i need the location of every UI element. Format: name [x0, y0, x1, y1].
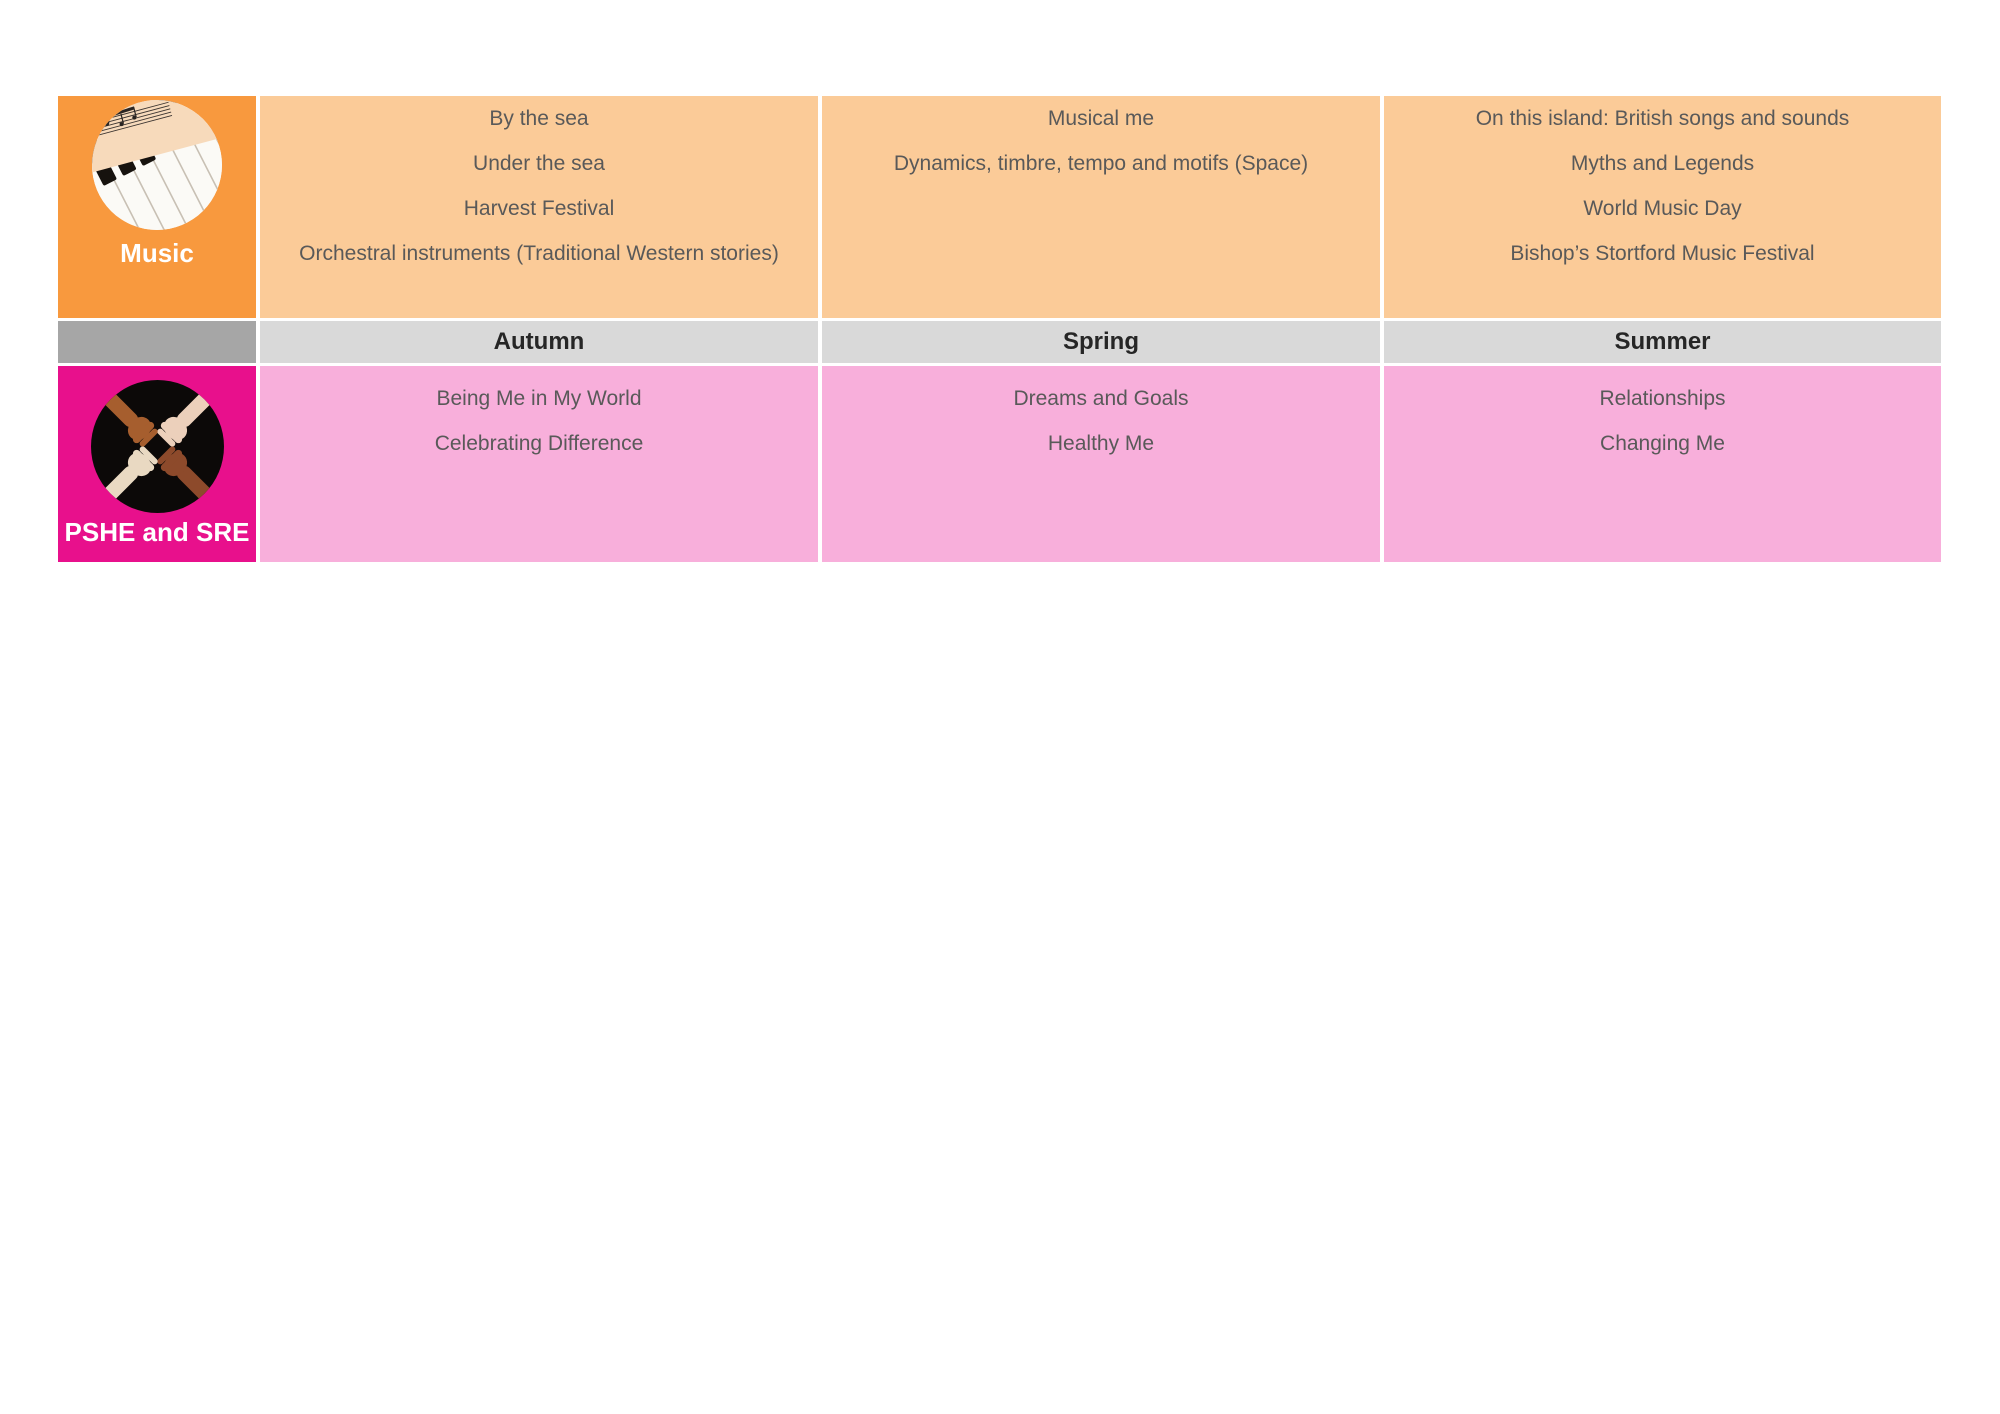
hands-gripping-wrists-icon [90, 380, 224, 513]
curriculum-table: Music By the sea Under the sea Harvest F… [58, 96, 1941, 562]
music-autumn-cell: By the sea Under the sea Harvest Festiva… [260, 96, 818, 318]
topic-item: Changing Me [1600, 432, 1725, 455]
topic-item: Being Me in My World [436, 387, 642, 410]
pshe-subject-label: PSHE and SRE [64, 517, 250, 547]
header-summer: Summer [1384, 321, 1941, 363]
header-spacer-cell [58, 321, 256, 363]
topic-item: Relationships [1599, 387, 1726, 410]
topic-item: World Music Day [1583, 197, 1742, 220]
piano-sheet-music-icon [92, 100, 222, 230]
topic-item: By the sea [489, 107, 589, 130]
music-spring-cell: Musical me Dynamics, timbre, tempo and m… [822, 96, 1380, 318]
topic-item: Musical me [1047, 107, 1155, 130]
pshe-subject-cell: PSHE and SRE [58, 366, 256, 562]
topic-item: Dreams and Goals [1013, 387, 1189, 410]
topic-item: Under the sea [473, 152, 605, 175]
header-spring: Spring [822, 321, 1380, 363]
topic-item: On this island: British songs and sounds [1475, 107, 1850, 130]
topic-item: Celebrating Difference [434, 432, 644, 455]
topic-item: Healthy Me [1047, 432, 1155, 455]
music-summer-cell: On this island: British songs and sounds… [1384, 96, 1941, 318]
topic-item: Orchestral instruments (Traditional West… [299, 242, 779, 265]
pshe-spring-cell: Dreams and Goals Healthy Me [822, 366, 1380, 562]
header-autumn: Autumn [260, 321, 818, 363]
topic-item: Myths and Legends [1570, 152, 1755, 175]
music-subject-label: Music [120, 238, 194, 268]
music-subject-cell: Music [58, 96, 256, 318]
pshe-summer-cell: Relationships Changing Me [1384, 366, 1941, 562]
topic-item: Dynamics, timbre, tempo and motifs (Spac… [893, 152, 1309, 175]
pshe-autumn-cell: Being Me in My World Celebrating Differe… [260, 366, 818, 562]
topic-item: Harvest Festival [463, 197, 615, 220]
topic-item: Bishop’s Stortford Music Festival [1510, 242, 1815, 265]
